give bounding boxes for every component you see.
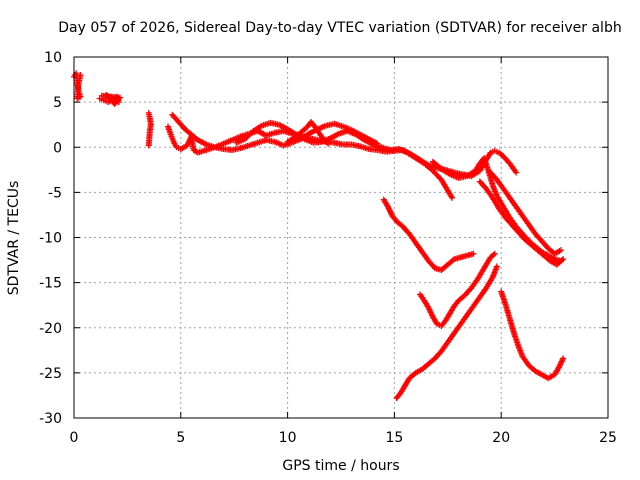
y-tick-label: -30 — [39, 411, 62, 427]
data-point — [493, 263, 500, 270]
series-arc-7 — [284, 118, 332, 147]
y-tick-label: 5 — [53, 95, 62, 111]
data-point — [558, 247, 565, 254]
chart-title: Day 057 of 2026, Sidereal Day-to-day VTE… — [58, 20, 621, 36]
series-arc-9 — [487, 169, 565, 257]
data-marks — [71, 70, 567, 402]
series-arc-2 — [96, 91, 123, 107]
data-point — [98, 92, 105, 99]
series-arc-6 — [233, 119, 456, 201]
y-tick-label: -20 — [39, 321, 62, 337]
series-arc-1 — [71, 70, 84, 102]
data-point — [560, 256, 567, 263]
data-point — [560, 355, 567, 362]
x-tick-label: 20 — [492, 430, 510, 446]
data-point — [513, 169, 520, 176]
series-arc-3 — [145, 109, 154, 149]
x-tick-label: 10 — [279, 430, 297, 446]
data-point-fill — [558, 257, 565, 264]
grid — [74, 57, 608, 418]
x-tick-label: 5 — [176, 430, 185, 446]
series-arc-12 — [417, 250, 498, 329]
x-tick-label: 0 — [70, 430, 79, 446]
y-tick-label: 0 — [53, 140, 62, 156]
y-tick-label: -10 — [39, 231, 62, 247]
data-point — [145, 142, 152, 149]
axis-ticks: 0 5 10 15 20 25 10 5 0 -5 -10 -15 -20 -25 -30 — [39, 50, 617, 446]
y-tick-label: 10 — [44, 50, 62, 66]
series-arc-11 — [380, 196, 477, 273]
x-tick-label: 25 — [599, 430, 617, 446]
y-axis-label: SDTVAR / TECUs — [6, 181, 22, 296]
y-tick-label: -25 — [39, 366, 62, 382]
y-tick-label: -5 — [48, 185, 62, 201]
data-point — [77, 72, 84, 79]
series-arc-13 — [393, 263, 500, 402]
data-point — [325, 140, 332, 147]
data-point — [449, 194, 456, 201]
series-arc-8 — [429, 155, 565, 264]
data-point — [491, 250, 498, 257]
data-point — [470, 250, 477, 257]
series-arc-14 — [498, 288, 567, 382]
x-tick-label: 15 — [385, 430, 403, 446]
x-axis-label: GPS time / hours — [282, 458, 399, 474]
y-tick-label: -15 — [39, 276, 62, 292]
series-arc-10 — [476, 178, 567, 268]
